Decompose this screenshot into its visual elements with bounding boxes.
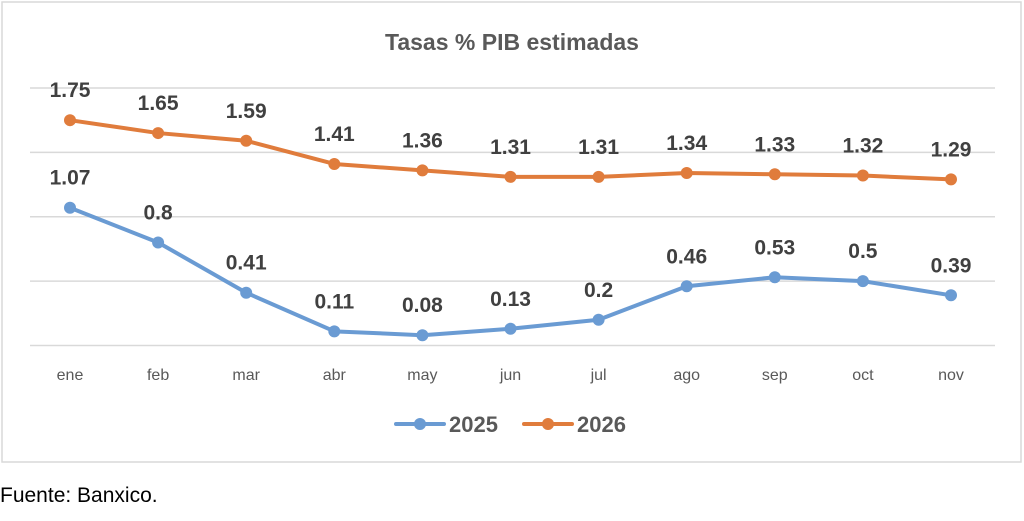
x-tick-label: nov [938, 367, 964, 384]
source-note: Fuente: Banxico. [0, 484, 158, 507]
data-label: 0.5 [848, 240, 878, 263]
x-tick-label: may [407, 367, 437, 384]
data-label: 1.36 [402, 129, 443, 152]
data-point [64, 201, 76, 214]
data-point [152, 127, 165, 140]
data-label: 0.46 [666, 245, 707, 268]
legend-marker [414, 418, 426, 430]
x-tick-label: jun [499, 367, 521, 384]
data-point [680, 166, 693, 179]
data-label: 0.11 [314, 290, 354, 313]
data-point [328, 157, 341, 170]
data-label: 1.75 [50, 79, 91, 102]
data-label: 0.41 [226, 252, 267, 275]
legend-marker [542, 418, 554, 430]
data-point [328, 325, 341, 338]
x-tick-label: mar [232, 367, 260, 384]
data-point [768, 271, 781, 284]
data-point [768, 168, 781, 181]
data-label: 1.34 [666, 132, 707, 155]
data-label: 1.29 [931, 138, 972, 161]
data-point [592, 313, 605, 326]
data-point [856, 275, 869, 288]
data-point [416, 164, 429, 177]
data-point [240, 134, 253, 147]
x-tick-label: feb [147, 367, 169, 384]
data-label: 0.53 [754, 236, 795, 259]
chart-border [1, 1, 1022, 463]
data-label: 0.08 [402, 294, 443, 317]
data-point [152, 236, 165, 249]
legend-item-2025: 2025 [394, 412, 498, 437]
data-point [680, 280, 693, 293]
x-tick-label: oct [852, 367, 874, 384]
data-label: 1.65 [138, 92, 179, 115]
x-tick-label: sep [762, 367, 788, 384]
x-tick-label: abr [323, 367, 347, 384]
data-point [504, 170, 517, 183]
data-label: 1.31 [490, 136, 531, 159]
data-label: 0.39 [931, 254, 972, 277]
series-2026: 1.75 1.65 1.59 1.41 1.36 1.31 1.31 1.34 1.33 1.32… [50, 79, 972, 186]
line-chart: Tasas % PIB estimadas ene feb mar abr may jun… [1, 1, 1022, 463]
chart-title: Tasas % PIB estimadas [385, 29, 639, 55]
data-label: 1.32 [842, 135, 883, 158]
data-point [945, 173, 957, 186]
legend-label: 2025 [449, 412, 498, 437]
data-point [945, 289, 957, 302]
data-label: 1.59 [226, 100, 267, 123]
data-label: 1.41 [314, 123, 355, 146]
x-tick-label: jul [590, 367, 607, 384]
legend-label: 2026 [577, 412, 626, 437]
data-point [416, 329, 429, 342]
data-label: 1.33 [754, 133, 795, 156]
data-point [64, 114, 76, 127]
data-label: 1.07 [50, 167, 91, 190]
data-point [592, 170, 605, 183]
data-label: 0.8 [143, 202, 173, 225]
legend-item-2026: 2026 [522, 412, 626, 437]
data-point [856, 169, 869, 182]
data-label: 0.2 [584, 279, 613, 302]
series-2025: 1.07 0.8 0.41 0.11 0.08 0.13 0.2 0.46 0.53 0.5 0.3… [50, 167, 972, 342]
data-label: 0.13 [490, 288, 531, 311]
data-label: 1.31 [578, 136, 619, 159]
data-point [240, 286, 253, 299]
x-tick-label: ago [673, 367, 700, 384]
x-tick-label: ene [57, 367, 84, 384]
data-point [504, 322, 517, 335]
